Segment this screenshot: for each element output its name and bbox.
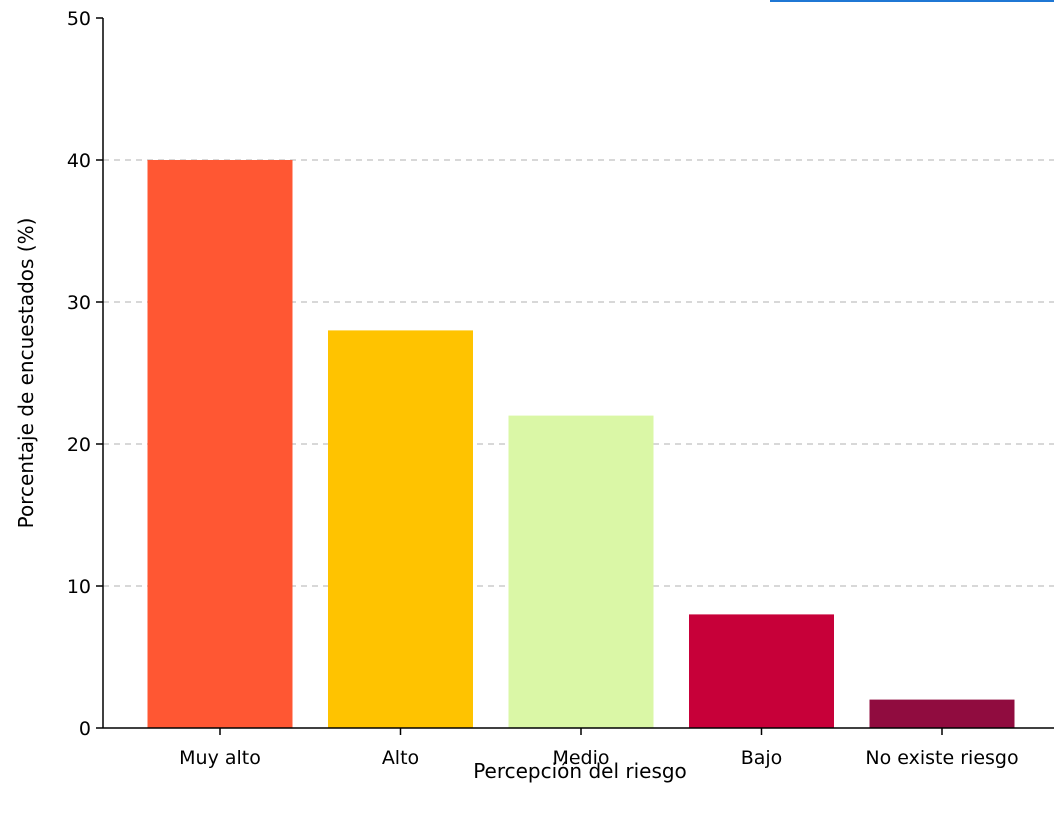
- bar-muy-alto: [147, 160, 293, 728]
- x-tick-label: Alto: [382, 747, 419, 769]
- y-tick-label: 30: [67, 292, 91, 314]
- axes: [102, 18, 1054, 729]
- x-tick-label: No existe riesgo: [865, 747, 1018, 769]
- y-tick-label: 10: [67, 576, 91, 598]
- y-tick-label: 50: [67, 8, 91, 30]
- y-tick-label: 0: [79, 718, 91, 740]
- x-axis-label: Percepción del riesgo: [473, 759, 687, 783]
- bar-medio: [508, 415, 654, 728]
- x-tick-label: Muy alto: [179, 747, 261, 769]
- y-tick-label: 20: [67, 434, 91, 456]
- y-tick-label: 40: [67, 150, 91, 172]
- bars: [147, 160, 1015, 728]
- bar-alto: [328, 330, 473, 728]
- x-tick-label: Bajo: [741, 747, 783, 769]
- x-ticks: Muy alto Alto Medio Bajo No existe riesgo: [179, 728, 1019, 769]
- x-tick-label: Medio: [552, 747, 609, 769]
- bar-bajo: [689, 614, 834, 728]
- y-axis-label: Porcentaje de encuestados (%): [14, 218, 38, 529]
- bar-no-existe-riesgo: [869, 699, 1015, 728]
- y-ticks: 0 10 20 30 40 50: [67, 8, 103, 740]
